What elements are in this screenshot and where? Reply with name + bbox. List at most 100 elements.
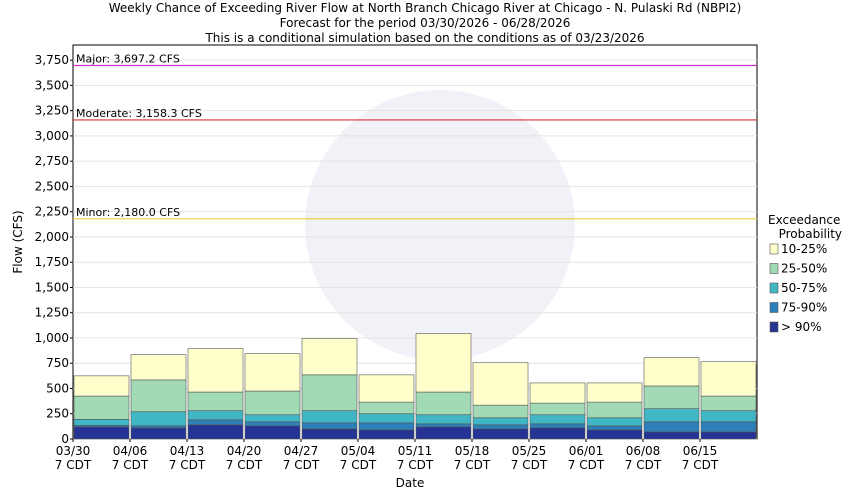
bar-segment (472, 417, 529, 426)
y-tick-label: 1,500 (35, 280, 69, 294)
bar-segment (415, 391, 472, 416)
bar-segment (472, 428, 529, 440)
bar-segment (529, 423, 586, 429)
x-tick-label: 04/20 (227, 444, 262, 458)
bar-segment (529, 427, 586, 440)
y-tick-label: 2,500 (35, 179, 69, 193)
legend-swatch (769, 282, 779, 294)
watermark (305, 90, 575, 360)
bar-segment (244, 390, 301, 416)
bar-segment (472, 404, 529, 419)
bar-segment (643, 357, 700, 387)
y-tick-label: 2,750 (35, 154, 69, 168)
bar-segment (586, 382, 643, 403)
bar-segment (244, 414, 301, 423)
chart-title: Forecast for the period 03/30/2026 - 06/… (280, 16, 571, 30)
bar-segment (130, 379, 187, 413)
y-tick-label: 3,750 (35, 53, 69, 67)
bar-segment (700, 410, 757, 423)
x-tick-label: 05/04 (341, 444, 376, 458)
chart-title: Weekly Chance of Exceeding River Flow at… (109, 1, 742, 15)
bar-segment (529, 402, 586, 416)
bar-segment (415, 414, 472, 425)
bar-segment (187, 348, 244, 393)
x-tick-sublabel: 7 CDT (397, 458, 434, 472)
y-tick-label: 500 (46, 381, 69, 395)
x-tick-sublabel: 7 CDT (340, 458, 377, 472)
bar-segment (130, 354, 187, 381)
threshold-label: Major: 3,697.2 CFS (76, 52, 180, 65)
bar-segment (73, 395, 130, 420)
x-tick-sublabel: 7 CDT (454, 458, 491, 472)
x-tick-label: 04/13 (170, 444, 205, 458)
bar-segment (415, 333, 472, 393)
legend-label: 50-75% (781, 281, 827, 295)
x-axis-label: Date (396, 476, 425, 490)
bar-segment (73, 418, 130, 426)
bar-segment (700, 361, 757, 397)
bar-segment (244, 353, 301, 392)
bar-segment (244, 421, 301, 427)
x-tick-label: 04/27 (284, 444, 319, 458)
x-tick-label: 06/15 (683, 444, 718, 458)
bar-segment (586, 425, 643, 431)
x-tick-sublabel: 7 CDT (682, 458, 719, 472)
bar-segment (529, 382, 586, 404)
x-tick-sublabel: 7 CDT (283, 458, 320, 472)
bar-segment (187, 410, 244, 421)
x-tick-sublabel: 7 CDT (226, 458, 263, 472)
bar-segment (586, 401, 643, 419)
y-tick-label: 2,250 (35, 205, 69, 219)
bar-segment (643, 385, 700, 409)
x-tick-label: 06/08 (626, 444, 661, 458)
bar-segment (358, 401, 415, 415)
legend-swatch (769, 263, 779, 274)
bar-segment (301, 428, 358, 440)
legend-label: 25-50% (781, 262, 827, 276)
bar-segment (586, 417, 643, 427)
x-tick-sublabel: 7 CDT (112, 458, 149, 472)
bar-segment (643, 421, 700, 433)
y-tick-label: 3,250 (35, 104, 69, 118)
y-tick-label: 250 (46, 407, 69, 421)
threshold-label: Moderate: 3,158.3 CFS (76, 107, 202, 120)
x-tick-sublabel: 7 CDT (511, 458, 548, 472)
x-tick-label: 05/25 (512, 444, 547, 458)
x-tick-label: 04/06 (113, 444, 148, 458)
x-tick-label: 03/30 (56, 444, 91, 458)
y-tick-label: 2,000 (35, 230, 69, 244)
bar-segment (415, 426, 472, 440)
bar-segment (472, 424, 529, 430)
bar-segment (301, 374, 358, 412)
bar-segment (73, 375, 130, 397)
x-tick-label: 05/11 (398, 444, 433, 458)
bar-segment (700, 421, 757, 433)
legend-label: > 90% (781, 320, 822, 334)
x-tick-sublabel: 7 CDT (568, 458, 605, 472)
y-tick-label: 750 (46, 356, 69, 370)
bar-segment (358, 413, 415, 424)
legend-title: Probability (779, 227, 842, 241)
y-tick-label: 0 (61, 432, 69, 446)
bar-segment (586, 429, 643, 440)
bar-segment (187, 419, 244, 426)
x-tick-sublabel: 7 CDT (625, 458, 662, 472)
legend-label: 10-25% (781, 242, 827, 256)
y-axis-label: Flow (CFS) (11, 210, 25, 273)
bar-segment (472, 362, 529, 406)
bar-segment (358, 374, 415, 403)
bar-segment (700, 431, 757, 440)
bar-segment (358, 422, 415, 431)
y-tick-label: 1,000 (35, 331, 69, 345)
y-tick-label: 1,750 (35, 255, 69, 269)
y-tick-label: 3,000 (35, 129, 69, 143)
bar-segment (244, 425, 301, 440)
bar-segment (700, 395, 757, 412)
bar-segment (643, 408, 700, 423)
x-tick-sublabel: 7 CDT (55, 458, 92, 472)
bar-segment (529, 414, 586, 425)
bar-segment (130, 425, 187, 429)
bar-segment (358, 429, 415, 440)
bar-segment (301, 410, 358, 424)
